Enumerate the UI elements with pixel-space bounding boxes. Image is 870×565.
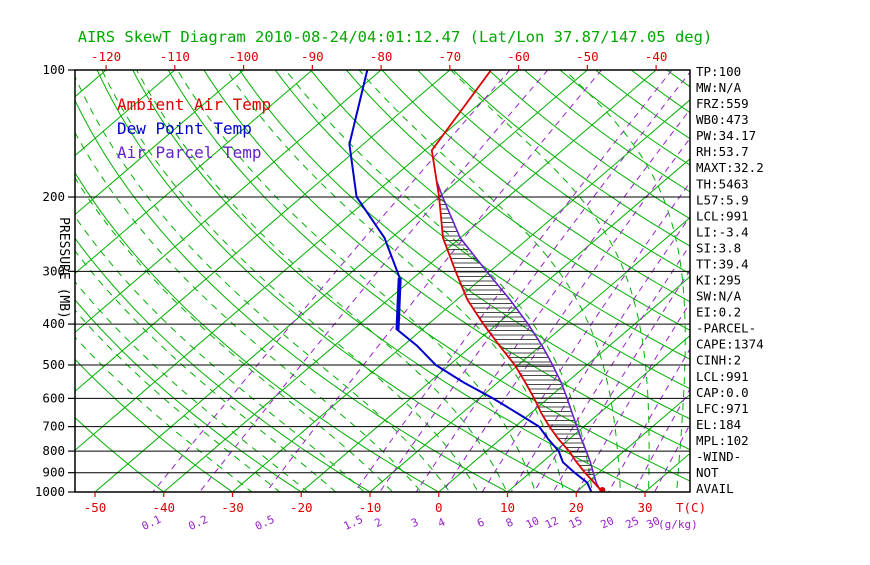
index-value: NOT: [696, 465, 719, 480]
mixing-ratio-tick-label: 3: [409, 516, 420, 531]
top-temp-tick-label: -110: [160, 49, 190, 64]
index-value: KI:295: [696, 273, 741, 288]
pressure-tick-label: 900: [42, 465, 65, 480]
mixing-ratio-tick-label: 2: [373, 516, 384, 531]
bottom-temp-tick-label: -30: [221, 500, 244, 515]
top-temp-tick-label: -40: [645, 49, 668, 64]
index-value: TH:5463: [696, 176, 749, 191]
temp-unit-label: T(C): [676, 500, 706, 515]
index-value: EI:0.2: [696, 305, 741, 320]
air-parcel-temp-curve: [436, 181, 604, 492]
index-value: WB0:473: [696, 112, 749, 127]
mixing-ratio-unit-label: (g/kg): [658, 518, 698, 531]
index-value: LI:-3.4: [696, 224, 749, 239]
pressure-tick-label: 200: [42, 189, 65, 204]
mixing-ratio-tick-label: 25: [624, 514, 642, 531]
pressure-tick-label: 800: [42, 443, 65, 458]
sounding-curves: [348, 70, 606, 492]
top-temp-tick-label: -50: [576, 49, 599, 64]
mixing-ratio-tick-label: 1.5: [342, 513, 366, 533]
grid-lines: [75, 70, 690, 492]
index-value: PW:34.17: [696, 128, 756, 143]
dew-point-temp-curve: [348, 70, 593, 492]
static-labels: AIRS SkewT Diagram 2010-08-24/04:01:12.4…: [56, 28, 712, 531]
ambient-air-temp-curve: [430, 70, 604, 492]
bottom-temp-tick-label: 20: [569, 500, 584, 515]
index-value: TP:100: [696, 64, 741, 79]
index-value: FRZ:559: [696, 96, 749, 111]
index-value: RH:53.7: [696, 144, 749, 159]
top-temp-tick-label: -90: [301, 49, 324, 64]
mixing-ratio-tick-label: 6: [475, 516, 486, 531]
index-value: SI:3.8: [696, 240, 741, 255]
pressure-tick-label: 700: [42, 419, 65, 434]
indices-panel: TP:100MW:N/AFRZ:559WB0:473PW:34.17RH:53.…: [696, 64, 764, 496]
index-value: CAPE:1374: [696, 337, 764, 352]
bottom-temp-tick-label: -20: [290, 500, 313, 515]
index-value: LCL:991: [696, 208, 749, 223]
index-value: MPL:102: [696, 433, 749, 448]
pressure-tick-label: 300: [42, 263, 65, 278]
top-temp-tick-label: -60: [507, 49, 530, 64]
bottom-temp-tick-label: 10: [500, 500, 515, 515]
index-value: MW:N/A: [696, 80, 742, 95]
legend-dew-point-temp: Dew Point Temp: [117, 119, 252, 138]
index-value: LFC:971: [696, 401, 749, 416]
pressure-tick-label: 1000: [35, 484, 65, 499]
pressure-tick-label: 400: [42, 316, 65, 331]
index-value: -WIND-: [696, 449, 741, 464]
pressure-tick-label: 100: [42, 62, 65, 77]
index-value: TT:39.4: [696, 256, 749, 271]
bottom-temp-tick-label: -50: [84, 500, 107, 515]
bottom-temp-tick-label: 0: [435, 500, 443, 515]
pressure-axis-label: PRESSURE (MB): [56, 217, 71, 319]
mixing-ratio-tick-label: 12: [543, 514, 561, 531]
mixing-ratio-tick-label: 0.5: [253, 513, 277, 533]
surface-point: [599, 487, 606, 492]
pressure-tick-label: 500: [42, 357, 65, 372]
index-value: MAXT:32.2: [696, 160, 764, 175]
top-temp-tick-label: -100: [229, 49, 259, 64]
index-value: CAP:0.0: [696, 385, 749, 400]
index-value: EL:184: [696, 417, 741, 432]
plot-frame: [74, 69, 691, 493]
mixing-ratio-tick-label: 4: [436, 515, 448, 530]
mixing-ratio-tick-label: 0.1: [140, 513, 164, 533]
top-temp-tick-label: -70: [439, 49, 462, 64]
mixing-ratio-tick-label: 15: [567, 514, 585, 531]
index-value: SW:N/A: [696, 289, 742, 304]
legend-air-parcel-temp: Air Parcel Temp: [117, 143, 262, 162]
index-value: LCL:991: [696, 369, 749, 384]
cape-hatch-region: [436, 181, 599, 487]
index-value: -PARCEL-: [696, 321, 756, 336]
index-value: CINH:2: [696, 353, 741, 368]
pressure-tick-label: 600: [42, 390, 65, 405]
bottom-temp-tick-label: -10: [359, 500, 382, 515]
legend-ambient-air-temp: Ambient Air Temp: [117, 95, 271, 114]
index-value: AVAIL: [696, 481, 734, 496]
chart-title: AIRS SkewT Diagram 2010-08-24/04:01:12.4…: [78, 28, 713, 46]
top-temp-tick-label: -80: [370, 49, 393, 64]
mixing-ratio-tick-label: 0.2: [186, 513, 210, 533]
index-value: L57:5.9: [696, 192, 749, 207]
mixing-ratio-tick-label: 8: [504, 516, 515, 531]
mixing-ratio-tick-label: 20: [598, 514, 616, 531]
dew-point-bold-segment: [395, 277, 402, 330]
bottom-temp-tick-label: 30: [637, 500, 652, 515]
bottom-temp-tick-label: -40: [152, 500, 175, 515]
mixing-ratio-tick-label: 30: [644, 514, 662, 531]
top-temp-tick-label: -120: [91, 49, 121, 64]
mixing-ratio-tick-label: 10: [524, 514, 542, 531]
